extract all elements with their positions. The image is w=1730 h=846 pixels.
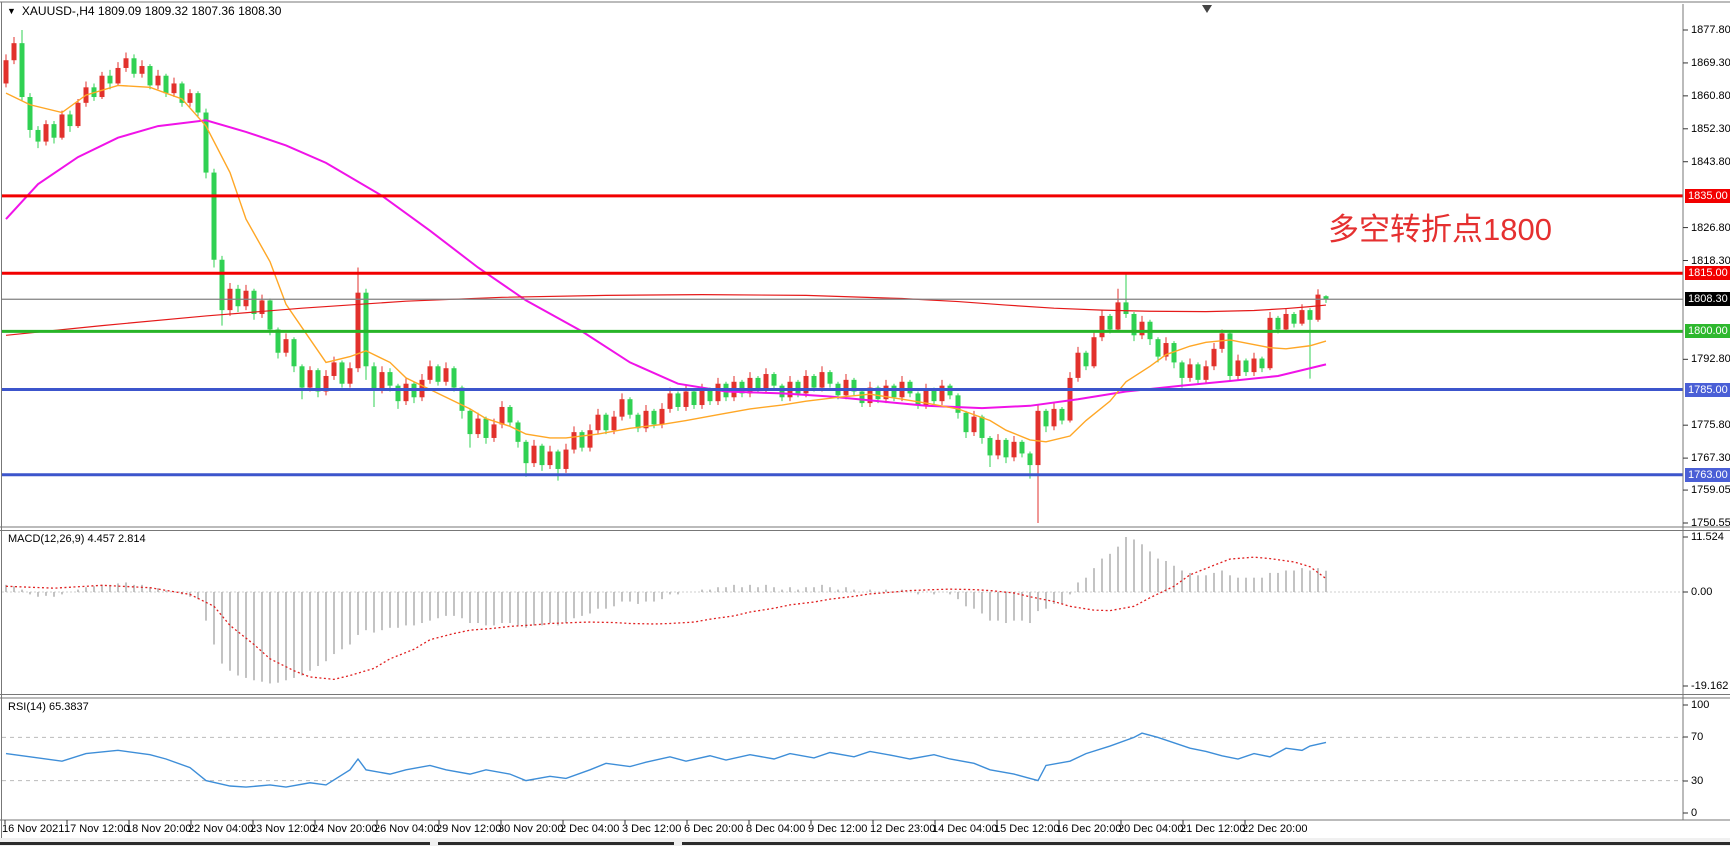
annotation-text: 多空转折点1800 [1328, 212, 1552, 247]
chart-shift-marker-icon[interactable] [1202, 5, 1212, 13]
rsi-line [5, 732, 1327, 788]
ma-long-red-line [5, 294, 1327, 336]
chart-tab-edge[interactable] [682, 842, 1730, 845]
chart-tab-edge[interactable] [438, 842, 674, 845]
candlestick-series[interactable] [3, 30, 1329, 523]
ohlc-header: ▼ XAUUSD-,H4 1809.09 1809.32 1807.36 180… [7, 4, 281, 18]
macd-indicator-label: MACD(12,26,9) 4.457 2.814 [8, 533, 146, 545]
ma-fast-orange-line [5, 84, 1327, 443]
chart-tabs-strip[interactable] [0, 838, 1730, 846]
chart-tab-edge[interactable] [0, 842, 430, 845]
rsi-indicator-label: RSI(14) 65.3837 [8, 701, 89, 713]
macd-histogram [5, 536, 1327, 684]
symbol-ohlc-title: XAUUSD-,H4 1809.09 1809.32 1807.36 1808.… [21, 4, 282, 18]
symbol-dropdown-icon[interactable]: ▼ [7, 6, 16, 16]
macd-signal-line [5, 556, 1327, 680]
ma-slow-magenta-line [5, 119, 1327, 410]
